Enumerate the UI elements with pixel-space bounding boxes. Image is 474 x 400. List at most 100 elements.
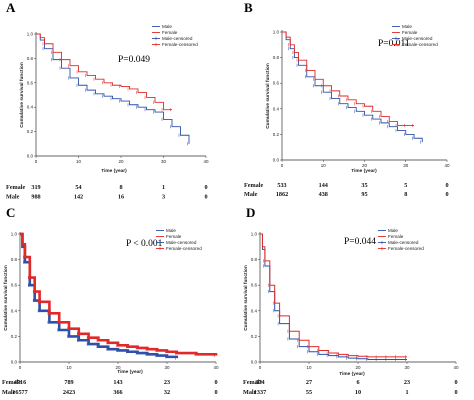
survival-curve-male [36, 33, 190, 144]
y-tick-label: 0.2 [273, 132, 280, 137]
risk-value: 35 [361, 182, 367, 189]
risk-value: 0 [204, 194, 207, 201]
legend-label: Male [162, 24, 172, 29]
risk-value: 32 [164, 389, 170, 396]
risk-value: 10 [355, 389, 361, 396]
x-tick-label: 30 [161, 159, 167, 164]
risk-row-label: Female [244, 182, 263, 189]
risk-value: 374 [255, 379, 264, 386]
risk-table: Female 319 54 8 1 0 Male 988 142 16 3 0 [6, 184, 208, 201]
legend-label: Female-censored [388, 246, 424, 251]
risk-value: 789 [64, 379, 73, 386]
y-tick-label: 0.8 [27, 56, 34, 61]
risk-row-label: Male [6, 194, 20, 201]
survival-curve-female [36, 33, 172, 111]
risk-value: 142 [74, 194, 83, 201]
risk-value: 0 [454, 379, 457, 386]
risk-value: 55 [306, 389, 312, 396]
x-axis-title: Time (year) [339, 371, 365, 377]
y-axis-title: Cumulative survival function [19, 62, 25, 128]
y-tick-label: 0.4 [251, 308, 258, 313]
x-tick-label: 40 [203, 159, 209, 164]
risk-value: 0 [454, 389, 457, 396]
x-tick-label: 30 [164, 365, 170, 370]
legend-label: Female-censored [166, 246, 202, 251]
x-tick-label: 20 [118, 159, 124, 164]
y-tick-label: 0.4 [11, 308, 18, 313]
x-tick-label: 20 [115, 365, 121, 370]
risk-row-label: Female [243, 379, 262, 386]
legend-label: Male-censored [388, 240, 419, 245]
legend-label: Female [402, 30, 418, 35]
survival-curve-male [20, 232, 179, 359]
risk-value: 2423 [63, 389, 75, 396]
survival-curve-female [20, 232, 218, 356]
y-axis-title: Cumulative survival function [265, 63, 271, 129]
legend-label: Male-censored [162, 36, 193, 41]
legend-label: Female-censored [162, 42, 198, 47]
survival-curve-male [282, 31, 423, 143]
p-value: P < 0.001 [126, 239, 163, 249]
legend-label: Male-censored [166, 240, 197, 245]
x-tick-label: 0 [281, 163, 284, 168]
risk-value: 0 [214, 379, 217, 386]
y-tick-label: 0.0 [273, 158, 280, 163]
risk-value: 95 [361, 191, 367, 198]
legend-label: Male [166, 228, 176, 233]
survival-curve-male [260, 233, 407, 360]
risk-value: 0 [214, 389, 217, 396]
legend-label: Male [388, 228, 398, 233]
x-tick-label: 40 [444, 163, 450, 168]
p-value: P=0.044 [344, 237, 376, 247]
risk-value: 319 [31, 184, 40, 191]
y-tick-label: 0.6 [11, 283, 18, 288]
y-tick-label: 0.2 [27, 129, 34, 134]
risk-value: 16 [118, 194, 124, 201]
x-tick-label: 20 [362, 163, 368, 168]
risk-value: 16577 [12, 389, 27, 396]
panel-c: C 0 10 20 30 40 0.0 0.2 0.4 0.6 0.8 1.0 Time (year) C… [2, 205, 219, 396]
y-tick-label: 0.0 [27, 154, 34, 159]
x-tick-label: 30 [404, 365, 410, 370]
risk-value: 438 [319, 191, 328, 198]
risk-row-label: Malr [243, 389, 257, 396]
y-tick-label: 1.0 [251, 232, 258, 237]
y-tick-label: 0.6 [251, 283, 258, 288]
risk-table: Female 533 144 35 5 0 Male 1862 438 95 8 0 [244, 182, 449, 198]
risk-value: 0 [445, 182, 448, 189]
risk-value: 54 [75, 184, 81, 191]
legend-label: Female [162, 30, 178, 35]
risk-value: 5 [404, 182, 407, 189]
risk-row-label: Male [2, 389, 16, 396]
risk-value: 0 [204, 184, 207, 191]
survival-curve-female [260, 233, 407, 358]
panel-b: B 0 10 20 30 40 0.0 0.2 0.4 0.6 0.8 1.0 Time (year) C… [244, 0, 450, 198]
y-tick-label: 0.0 [251, 360, 258, 365]
x-tick-label: 10 [321, 163, 327, 168]
x-axis-title: Time (year) [117, 369, 143, 375]
x-tick-label: 10 [306, 365, 312, 370]
risk-value: 366 [113, 389, 122, 396]
risk-value: 8 [119, 184, 122, 191]
risk-value: 8 [404, 191, 407, 198]
panel-label: A [6, 0, 16, 15]
y-tick-label: 0.0 [11, 360, 18, 365]
x-axis-title: Time (year) [351, 168, 377, 174]
x-tick-label: 30 [403, 163, 409, 168]
legend-label: Female [166, 234, 182, 239]
y-tick-label: 1.0 [27, 32, 34, 37]
risk-row-label: Female [6, 184, 25, 191]
risk-value: 23 [164, 379, 170, 386]
legend-label: Female-censored [402, 42, 438, 47]
legend-label: Male-censored [402, 36, 433, 41]
risk-value: 3 [162, 194, 165, 201]
legend-label: Male [402, 24, 412, 29]
y-tick-label: 0.8 [251, 257, 258, 262]
p-value: P=0.049 [118, 55, 150, 65]
panel-label: B [244, 0, 253, 15]
